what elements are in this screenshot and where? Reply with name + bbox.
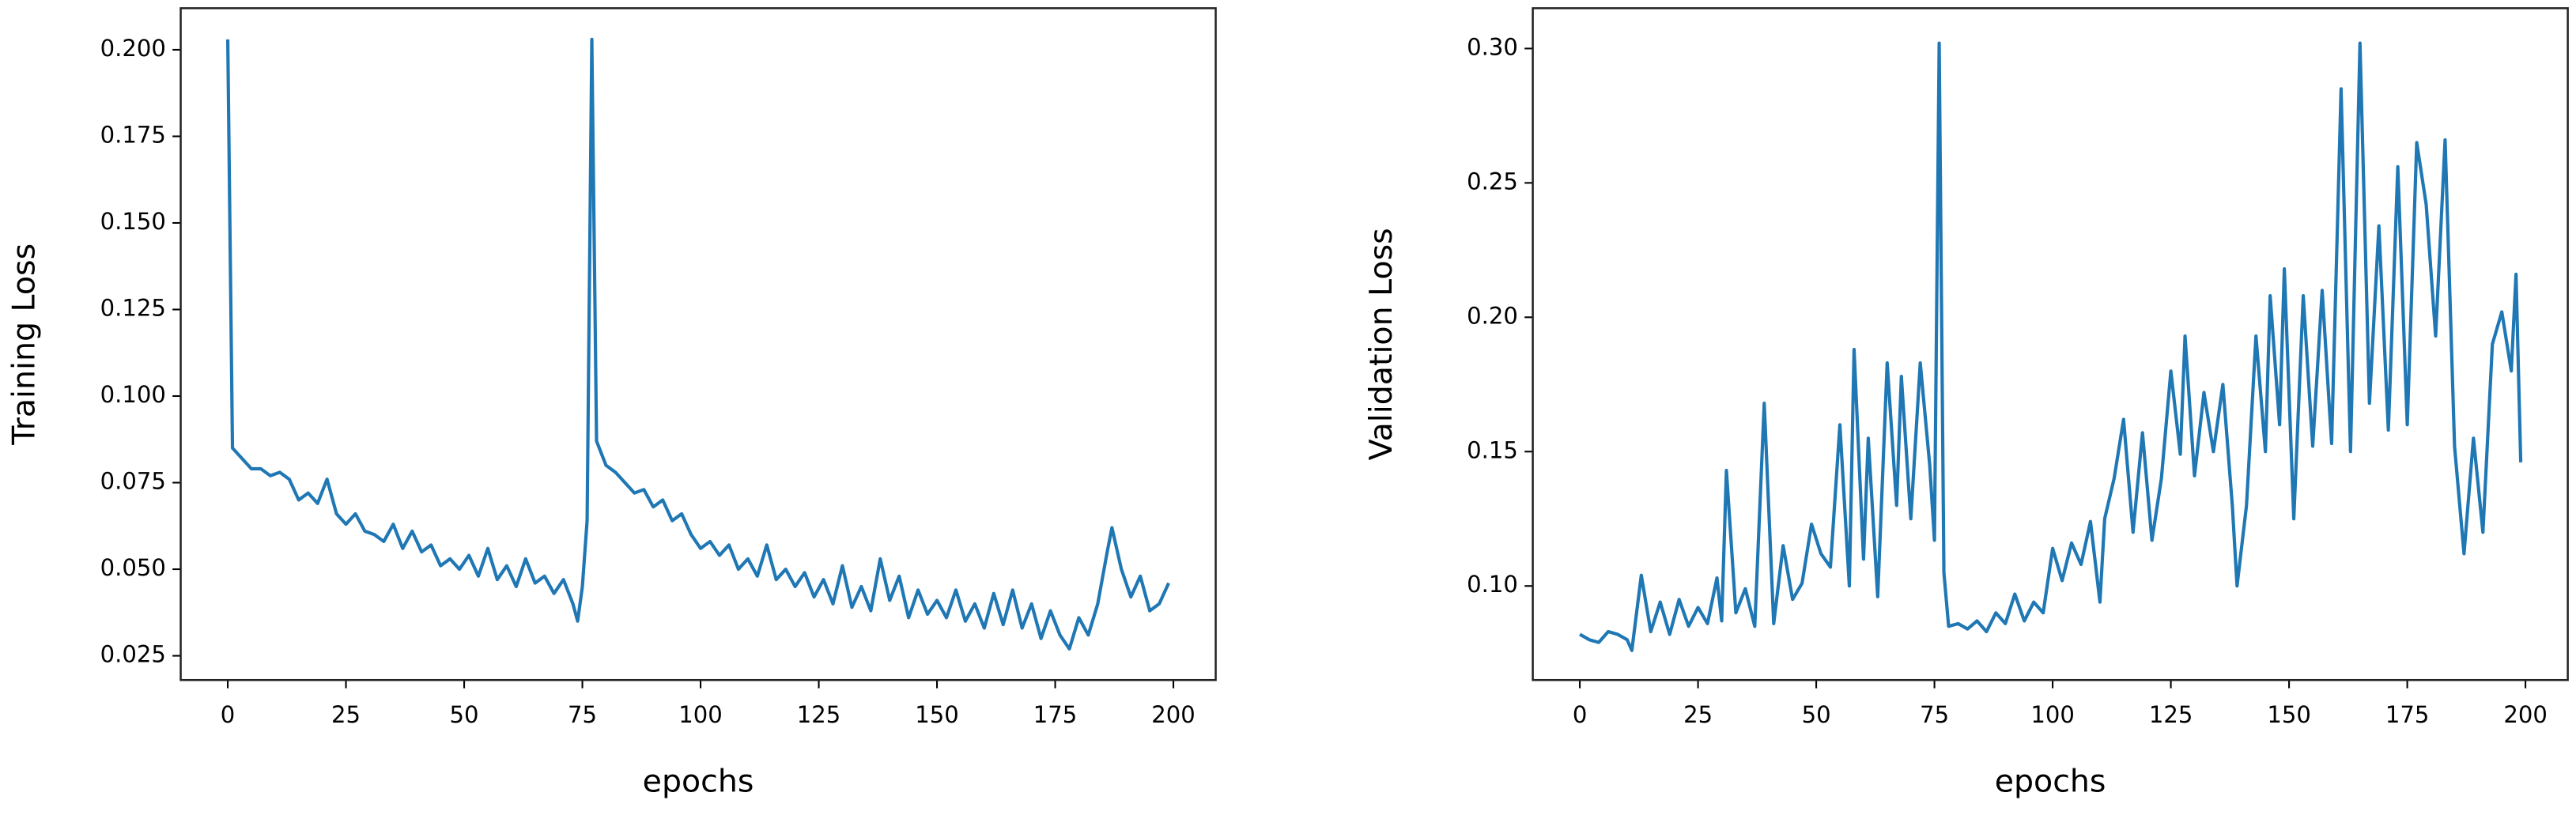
x-tick-label: 125 [2149,701,2193,728]
y-tick-label: 0.175 [100,121,166,148]
x-tick-label: 0 [221,701,236,728]
x-tick-label: 25 [1683,701,1713,728]
x-tick-label: 50 [1802,701,1831,728]
y-tick-label: 0.025 [100,641,166,668]
y-tick-label: 0.100 [100,381,166,408]
x-tick-label: 175 [2385,701,2430,728]
x-tick-label: 75 [568,701,597,728]
y-tick-label: 0.10 [1467,571,1518,598]
y-tick-label: 0.200 [100,35,166,62]
y-tick-label: 0.075 [100,468,166,495]
line [225,37,1170,651]
x-tick-label: 75 [1920,701,1949,728]
x-tick-label: 150 [915,701,959,728]
x-tick-label: 0 [1573,701,1588,728]
y-axis-label: Training Loss [6,243,43,446]
x-tick-label: 200 [1151,701,1195,728]
x-tick-label: 50 [450,701,479,728]
y-tick-label: 0.25 [1467,168,1518,194]
y-tick-label: 0.15 [1467,436,1518,463]
chart: 0 25 50 75 100 125 150 175 200 0.025 0.050 0.075 0.1… [6,7,1217,800]
plot-frame [179,7,1217,681]
x-tick-label: 200 [2503,701,2548,728]
x-tick-label: 175 [1033,701,1078,728]
y-tick-label: 0.125 [100,294,166,321]
y-tick-label: 0.150 [100,208,166,235]
line [1579,41,2523,652]
y-tick-label: 0.050 [100,554,166,581]
plot-frame [1532,7,2569,681]
chart: 0 25 50 75 100 125 150 175 200 0.10 0.15 0.20 0.25 0.… [1363,7,2569,800]
x-tick-label: 100 [678,701,723,728]
y-tick-label: 0.30 [1467,33,1518,60]
x-tick-label: 125 [797,701,841,728]
x-tick-label: 25 [331,701,361,728]
y-axis-label: Validation Loss [1363,228,1399,460]
x-axis-label: epochs [1995,764,2106,800]
x-tick-label: 100 [2030,701,2075,728]
x-axis-label: epochs [643,764,754,800]
y-tick-label: 0.20 [1467,302,1518,329]
x-tick-label: 150 [2267,701,2311,728]
